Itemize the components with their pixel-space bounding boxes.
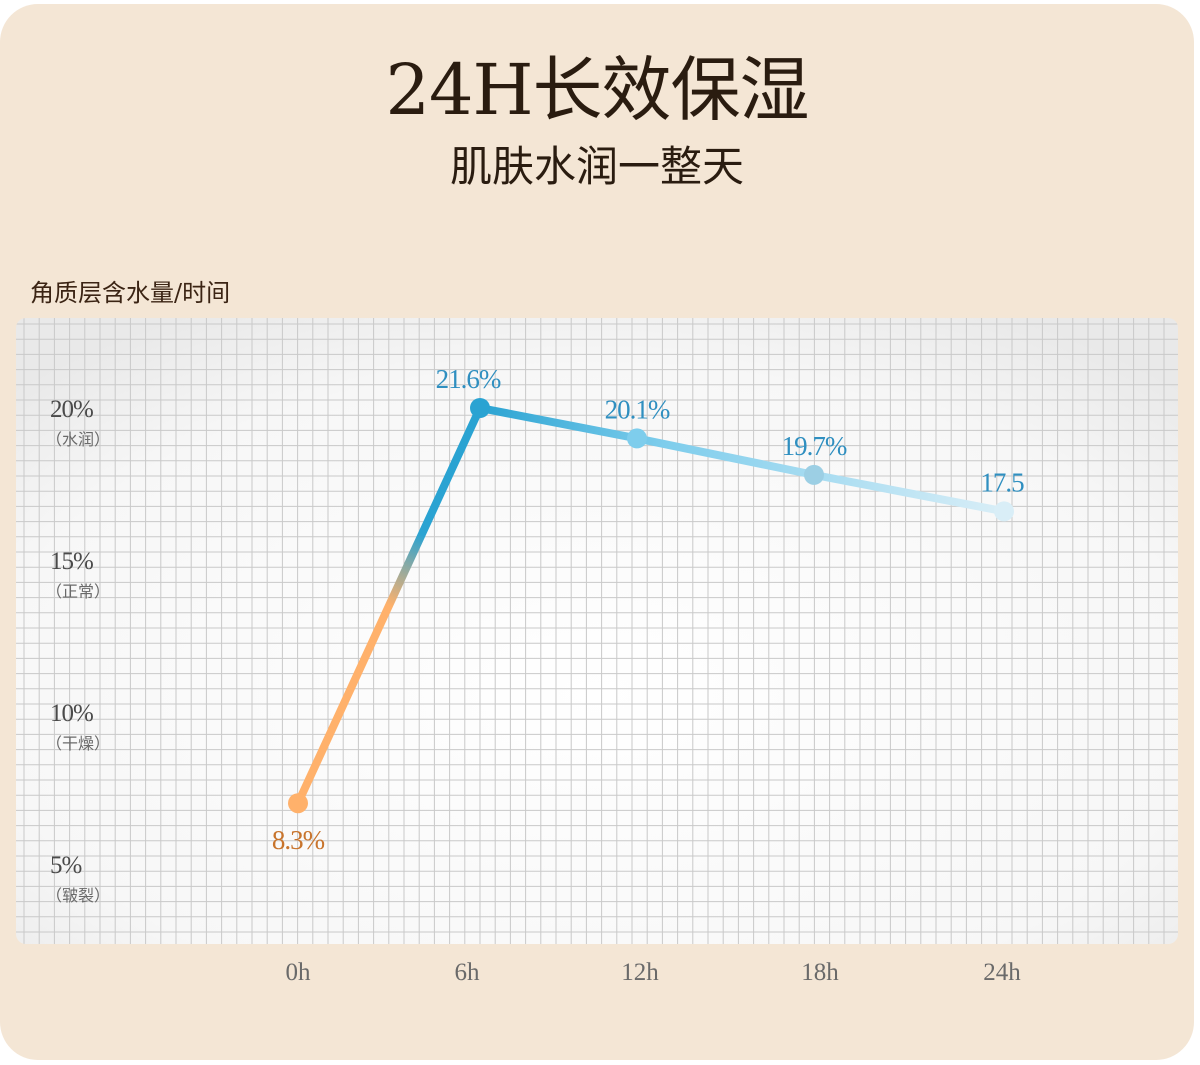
series-line-segment [476, 404, 641, 443]
y-tick-sublabel: （水润） [46, 430, 110, 449]
y-tick-sublabel: （干燥） [46, 734, 110, 753]
data-label: 19.7% [782, 431, 847, 461]
y-tick-label: 15% [50, 548, 93, 575]
x-tick-label: 12h [621, 959, 659, 986]
data-point [994, 501, 1014, 522]
y-tick-sublabel: （正常） [46, 582, 110, 601]
y-tick-label: 10% [50, 700, 93, 727]
series-line-segment [810, 470, 1008, 516]
y-axis-label: 角质层含水量/时间 [30, 279, 231, 307]
plot-area [16, 318, 1178, 944]
y-tick-label: 20% [50, 396, 93, 423]
data-point [288, 793, 308, 814]
data-label: 8.3% [272, 825, 325, 855]
data-label: 20.1% [605, 394, 670, 424]
data-point [804, 464, 824, 485]
y-tick-sublabel: （皲裂） [46, 886, 110, 905]
data-label: 21.6% [436, 364, 501, 394]
y-tick-label: 5% [50, 852, 82, 879]
grid-lines [16, 318, 1178, 944]
x-tick-label: 24h [983, 959, 1021, 986]
series-line-segment [294, 404, 484, 808]
chart-subtitle: 肌肤水润一整天 [449, 142, 744, 191]
data-point [627, 428, 647, 449]
x-tick-label: 0h [286, 959, 312, 986]
x-tick-label: 18h [801, 959, 839, 986]
chart-title: 24H长效保湿 [385, 49, 809, 131]
data-point [470, 398, 490, 418]
x-tick-label: 6h [455, 959, 481, 986]
data-label: 17.5 [980, 467, 1024, 497]
series-line-segment [633, 434, 818, 479]
